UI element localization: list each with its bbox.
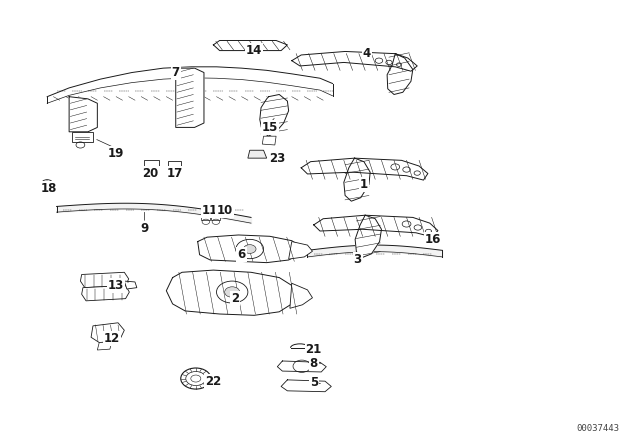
Polygon shape <box>166 270 298 315</box>
Circle shape <box>225 287 240 297</box>
Polygon shape <box>292 52 417 71</box>
Polygon shape <box>387 54 413 95</box>
Polygon shape <box>262 136 276 145</box>
Polygon shape <box>355 215 381 257</box>
Polygon shape <box>213 40 287 51</box>
Text: 1: 1 <box>360 178 368 191</box>
Text: 4: 4 <box>363 47 371 60</box>
FancyBboxPatch shape <box>168 168 181 172</box>
Text: 11: 11 <box>202 204 218 217</box>
FancyBboxPatch shape <box>144 160 159 168</box>
Polygon shape <box>97 342 112 350</box>
Polygon shape <box>290 283 312 308</box>
Text: 7: 7 <box>172 66 180 79</box>
Text: 9: 9 <box>140 222 148 235</box>
Text: 00037443: 00037443 <box>577 423 620 433</box>
Circle shape <box>243 245 256 254</box>
Text: 18: 18 <box>41 182 57 195</box>
Text: 13: 13 <box>108 279 124 292</box>
Text: 3: 3 <box>353 253 362 266</box>
Polygon shape <box>344 158 370 201</box>
Text: 17: 17 <box>166 167 182 180</box>
Text: 5: 5 <box>310 376 318 389</box>
Polygon shape <box>69 97 97 132</box>
Text: 8: 8 <box>310 357 318 370</box>
Text: 22: 22 <box>205 375 221 388</box>
Polygon shape <box>91 323 124 343</box>
FancyBboxPatch shape <box>211 210 220 220</box>
Text: 14: 14 <box>246 44 262 57</box>
Polygon shape <box>289 241 312 259</box>
Polygon shape <box>176 68 204 127</box>
Polygon shape <box>124 281 137 289</box>
FancyBboxPatch shape <box>168 161 181 168</box>
Polygon shape <box>248 150 267 158</box>
Polygon shape <box>81 272 129 288</box>
Text: 19: 19 <box>108 147 124 160</box>
FancyBboxPatch shape <box>202 210 211 220</box>
Text: 10: 10 <box>216 204 233 217</box>
Polygon shape <box>301 158 428 180</box>
Text: 2: 2 <box>231 292 239 305</box>
Text: 23: 23 <box>269 151 285 165</box>
Polygon shape <box>277 361 326 372</box>
Polygon shape <box>260 95 289 136</box>
Text: 20: 20 <box>143 167 159 180</box>
FancyBboxPatch shape <box>72 132 93 142</box>
Text: 15: 15 <box>262 121 278 134</box>
Text: 12: 12 <box>104 332 120 345</box>
Polygon shape <box>314 215 438 237</box>
Text: 16: 16 <box>425 233 441 246</box>
Text: 21: 21 <box>306 343 322 356</box>
Polygon shape <box>82 285 129 301</box>
Text: 6: 6 <box>237 248 246 261</box>
Polygon shape <box>198 235 301 263</box>
Polygon shape <box>281 380 332 392</box>
